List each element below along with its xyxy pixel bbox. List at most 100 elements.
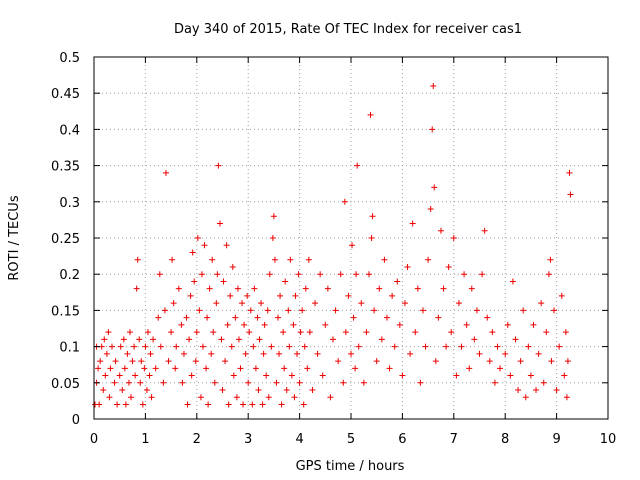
data-point bbox=[240, 401, 247, 408]
data-point bbox=[427, 206, 434, 213]
data-point bbox=[360, 379, 367, 386]
data-point bbox=[251, 285, 258, 292]
axis-ticks bbox=[93, 56, 609, 420]
data-point bbox=[271, 256, 278, 263]
data-point bbox=[214, 271, 221, 278]
grid-lines bbox=[94, 57, 608, 419]
data-point bbox=[131, 343, 138, 350]
data-point bbox=[261, 321, 268, 328]
data-point bbox=[235, 336, 242, 343]
data-point bbox=[389, 292, 396, 299]
data-point bbox=[332, 307, 339, 314]
data-point bbox=[161, 307, 168, 314]
data-point bbox=[172, 365, 179, 372]
x-tick-label: 2 bbox=[193, 432, 201, 447]
data-point bbox=[224, 321, 231, 328]
data-point bbox=[142, 343, 149, 350]
data-point bbox=[355, 343, 362, 350]
data-point bbox=[486, 358, 493, 365]
data-point bbox=[297, 329, 304, 336]
data-point bbox=[152, 365, 159, 372]
data-point bbox=[479, 271, 486, 278]
data-point bbox=[509, 278, 516, 285]
data-point bbox=[396, 321, 403, 328]
data-point bbox=[300, 401, 307, 408]
data-point bbox=[535, 350, 542, 357]
data-point bbox=[150, 336, 157, 343]
data-point bbox=[517, 358, 524, 365]
data-point bbox=[330, 336, 337, 343]
data-point bbox=[273, 379, 280, 386]
data-point bbox=[335, 358, 342, 365]
data-point bbox=[363, 329, 370, 336]
data-point bbox=[515, 387, 522, 394]
data-point bbox=[461, 271, 468, 278]
y-tick-label: 0.45 bbox=[51, 87, 80, 102]
data-point bbox=[401, 300, 408, 307]
data-point bbox=[522, 394, 529, 401]
data-point bbox=[242, 350, 249, 357]
data-point bbox=[448, 329, 455, 336]
data-point bbox=[173, 343, 180, 350]
data-point bbox=[268, 343, 275, 350]
data-point bbox=[210, 329, 217, 336]
x-tick-label: 0 bbox=[90, 432, 98, 447]
data-point bbox=[545, 271, 552, 278]
data-point bbox=[95, 365, 102, 372]
data-point bbox=[317, 271, 324, 278]
data-point bbox=[429, 126, 436, 133]
data-point bbox=[129, 358, 136, 365]
data-point bbox=[533, 387, 540, 394]
data-point bbox=[264, 307, 271, 314]
y-tick-label: 0.35 bbox=[51, 160, 80, 175]
data-point bbox=[108, 343, 115, 350]
data-point bbox=[114, 401, 121, 408]
data-point bbox=[107, 365, 114, 372]
data-point bbox=[254, 314, 261, 321]
data-point bbox=[305, 256, 312, 263]
data-point bbox=[148, 394, 155, 401]
y-tick-label: 0.15 bbox=[51, 304, 80, 319]
data-point bbox=[419, 307, 426, 314]
y-tick-label: 0.2 bbox=[59, 268, 80, 283]
data-point bbox=[302, 285, 309, 292]
data-point bbox=[417, 379, 424, 386]
y-axis-label: ROTI / TECUs bbox=[7, 195, 22, 280]
data-point bbox=[376, 285, 383, 292]
data-point bbox=[197, 394, 204, 401]
x-tick-label: 8 bbox=[501, 432, 509, 447]
data-point bbox=[314, 350, 321, 357]
data-point bbox=[282, 278, 289, 285]
data-point bbox=[354, 162, 361, 169]
data-point bbox=[567, 191, 574, 198]
data-point bbox=[124, 350, 131, 357]
data-point bbox=[112, 358, 119, 365]
data-point bbox=[345, 292, 352, 299]
data-point bbox=[353, 271, 360, 278]
data-point bbox=[201, 242, 208, 249]
data-point bbox=[260, 350, 267, 357]
data-point bbox=[491, 379, 498, 386]
data-point bbox=[187, 292, 194, 299]
data-point bbox=[349, 242, 356, 249]
data-point bbox=[119, 387, 126, 394]
data-point bbox=[276, 350, 283, 357]
data-point bbox=[241, 321, 248, 328]
data-point bbox=[106, 394, 113, 401]
data-point bbox=[373, 358, 380, 365]
data-point bbox=[558, 292, 565, 299]
data-point bbox=[229, 263, 236, 270]
data-point bbox=[263, 372, 270, 379]
data-point bbox=[179, 379, 186, 386]
data-point bbox=[186, 336, 193, 343]
data-point bbox=[497, 365, 504, 372]
data-point bbox=[309, 387, 316, 394]
data-point bbox=[191, 278, 198, 285]
data-point bbox=[239, 300, 246, 307]
data-point bbox=[192, 358, 199, 365]
data-point bbox=[540, 379, 547, 386]
data-point bbox=[530, 321, 537, 328]
data-point bbox=[547, 256, 554, 263]
x-tick-label: 4 bbox=[295, 432, 303, 447]
data-point bbox=[277, 292, 284, 299]
